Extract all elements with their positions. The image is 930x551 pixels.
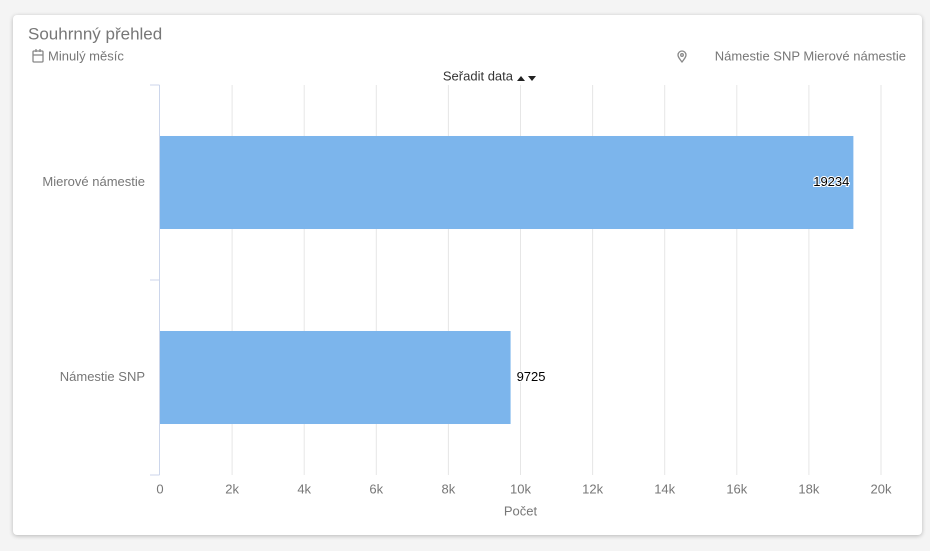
x-tick-label: 0: [156, 481, 163, 496]
card: [13, 15, 922, 535]
location-icon: [677, 50, 687, 64]
value-label: 19234: [813, 174, 849, 189]
x-tick-label: 4k: [297, 481, 311, 496]
y-tick-label: Mierové námestie: [42, 174, 145, 189]
x-tick-label: 16k: [726, 481, 747, 496]
bar: [160, 330, 511, 425]
x-tick-label: 10k: [510, 481, 531, 496]
card-title: Souhrnný přehled: [28, 24, 162, 43]
x-tick-label: 6k: [369, 481, 383, 496]
x-tick-label: 20k: [871, 481, 892, 496]
x-tick-label: 2k: [225, 481, 239, 496]
x-tick-label: 12k: [582, 481, 603, 496]
sort-arrows[interactable]: [517, 76, 536, 81]
value-label: 9725: [517, 369, 546, 384]
x-axis-label: Počet: [504, 503, 538, 518]
y-tick-label: Námestie SNP: [60, 369, 145, 384]
x-tick-label: 8k: [442, 481, 456, 496]
period: Minulý měsíc: [48, 48, 124, 63]
sort-button[interactable]: Seřadit data: [443, 68, 514, 83]
calendar-icon: [32, 49, 44, 63]
locations: Námestie SNP Mierové námestie: [715, 48, 906, 63]
bar: [160, 135, 854, 230]
x-tick-label: 18k: [798, 481, 819, 496]
x-tick-label: 14k: [654, 481, 675, 496]
